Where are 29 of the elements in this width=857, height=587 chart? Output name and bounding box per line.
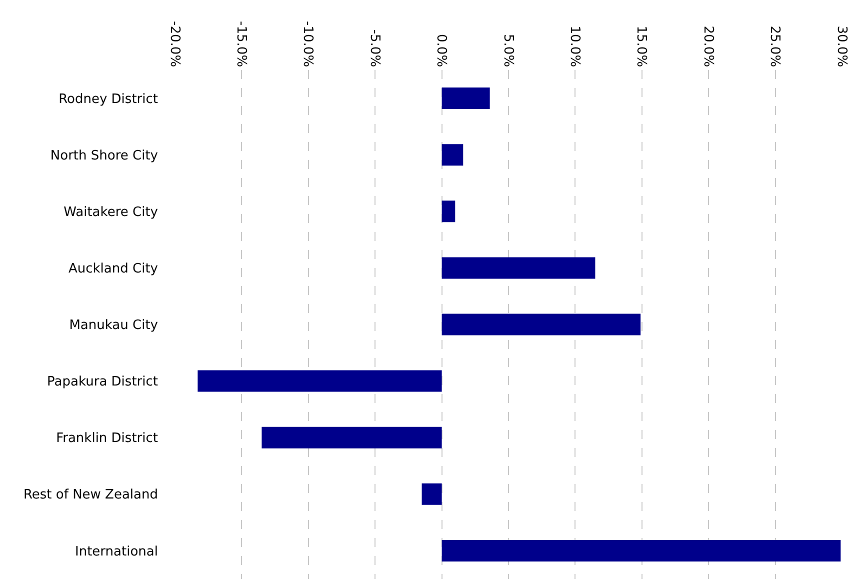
bar [198, 370, 442, 392]
x-tick-label: 0.0% [434, 34, 449, 68]
bar [262, 426, 442, 448]
y-tick-label: North Shore City [50, 148, 158, 164]
y-tick-label: Franklin District [56, 431, 158, 446]
y-tick-label: Auckland City [68, 261, 158, 276]
bar [442, 257, 596, 279]
y-tick-label: Papakura District [47, 374, 158, 390]
y-tick-label: Rodney District [58, 92, 158, 107]
bar [442, 144, 464, 166]
x-tick-label: -10.0% [300, 21, 316, 68]
bar [442, 200, 456, 222]
x-tick-label: 15.0% [634, 26, 649, 68]
y-tick-label: Waitakere City [64, 204, 158, 220]
x-tick-label: -20.0% [166, 21, 182, 68]
y-tick-label: Manukau City [69, 318, 158, 334]
bar [442, 314, 641, 336]
bar [422, 483, 442, 505]
x-tick-label: -15.0% [233, 21, 248, 68]
x-tick-label: 5.0% [500, 34, 516, 68]
bar [442, 88, 490, 110]
x-tick-label: 20.0% [700, 26, 716, 68]
bar [442, 540, 841, 562]
x-tick-label: 10.0% [566, 26, 582, 68]
x-tick-label: -5.0% [366, 29, 382, 68]
y-tick-label: International [75, 544, 158, 560]
y-tick-label: Rest of New Zealand [23, 488, 158, 503]
x-tick-label: 30.0% [834, 26, 849, 68]
x-tick-label: 25.0% [767, 26, 782, 68]
